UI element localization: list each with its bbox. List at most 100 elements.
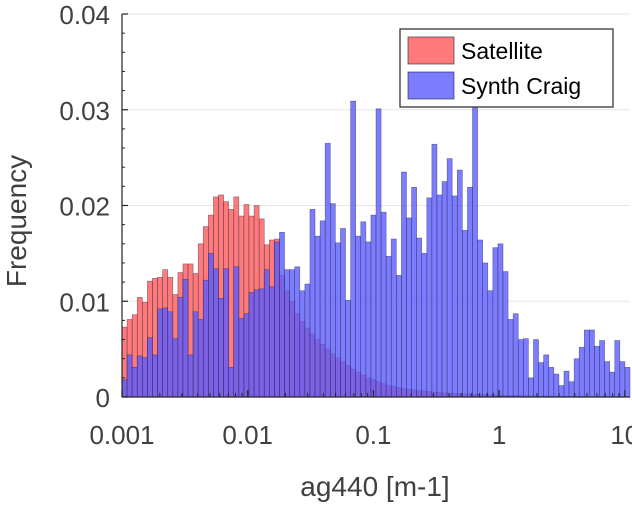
histogram-bar: [554, 374, 559, 397]
histogram-bar: [198, 319, 203, 397]
histogram-bar: [508, 319, 513, 397]
histogram-bar: [503, 272, 508, 397]
y-tick-label: 0.02: [59, 192, 110, 222]
histogram-bar: [158, 309, 163, 397]
histogram-bar: [406, 218, 411, 397]
histogram-bar: [193, 312, 198, 397]
histogram-bar: [310, 209, 315, 397]
histogram-bar: [264, 270, 269, 397]
histogram-bar: [168, 312, 173, 397]
histogram-bar: [152, 355, 157, 397]
histogram-bar: [274, 242, 279, 397]
histogram-bar: [467, 187, 472, 397]
histogram-bar: [346, 300, 351, 397]
histogram-bar: [417, 238, 422, 397]
histogram-bar: [427, 198, 432, 397]
histogram-bar: [208, 253, 213, 397]
y-tick-label: 0: [96, 383, 110, 413]
x-tick-label: 0.001: [89, 420, 154, 450]
y-tick-label: 0.04: [59, 0, 110, 30]
histogram-bar: [132, 367, 137, 397]
x-axis-label: ag440 [m-1]: [300, 471, 449, 502]
histogram-bar: [371, 215, 376, 397]
x-tick-label: 0.01: [222, 420, 273, 450]
histogram-bar: [564, 371, 569, 397]
histogram-bar: [615, 341, 620, 397]
histogram-bar: [589, 330, 594, 397]
histogram-bar: [335, 243, 340, 397]
histogram-bar: [340, 228, 345, 397]
histogram-bar: [254, 290, 259, 397]
histogram-bar: [386, 256, 391, 397]
histogram-bar: [290, 270, 295, 397]
histogram-bar: [473, 105, 478, 397]
histogram-bar: [452, 196, 457, 397]
histogram-bar: [574, 359, 579, 397]
histogram-bar: [224, 269, 229, 397]
histogram-bar: [523, 339, 528, 397]
histogram-bar: [300, 291, 305, 397]
histogram-bar: [513, 314, 518, 397]
histogram-bar: [366, 242, 371, 397]
x-tick-label: 1: [492, 420, 506, 450]
histogram-bar: [351, 101, 356, 397]
histogram-bar: [396, 275, 401, 397]
histogram-bar: [147, 338, 152, 397]
histogram-bar: [127, 355, 132, 397]
histogram-bar: [315, 236, 320, 397]
histogram-bar: [625, 367, 630, 397]
histogram-bar: [539, 363, 544, 397]
histogram-bar: [183, 279, 188, 397]
histogram-bar: [422, 253, 427, 397]
histogram-bar: [356, 236, 361, 397]
legend-swatch: [408, 72, 454, 99]
histogram-bar: [478, 240, 483, 397]
histogram-bar: [239, 318, 244, 397]
histogram-bar: [285, 270, 290, 397]
histogram-bar: [330, 204, 335, 397]
histogram-bar: [173, 339, 178, 397]
histogram-bar: [178, 297, 183, 397]
histogram-bar: [269, 287, 274, 397]
histogram-bar: [569, 382, 574, 397]
histogram-bar: [579, 347, 584, 397]
histogram-bar: [442, 182, 447, 397]
histogram-bar: [234, 267, 239, 397]
histogram-bar: [518, 340, 523, 397]
histogram-bar: [295, 267, 300, 397]
histogram-bar: [122, 380, 127, 397]
histogram-bar: [447, 159, 452, 397]
histogram-bar: [528, 378, 533, 397]
histogram-bar: [391, 239, 396, 397]
histogram-bar: [244, 314, 249, 397]
histogram-bar: [163, 308, 168, 397]
histogram-bar: [279, 232, 284, 397]
y-tick-label: 0.03: [59, 96, 110, 126]
bars-layer: [122, 101, 630, 397]
x-tick-label: 0.1: [355, 420, 391, 450]
histogram-bar: [462, 230, 467, 397]
histogram-bar: [213, 269, 218, 397]
histogram-bar: [401, 172, 406, 397]
histogram-bar: [361, 222, 366, 397]
histogram-bar: [305, 284, 310, 397]
histogram-bar: [325, 143, 330, 397]
histogram-bar: [381, 212, 386, 397]
legend-label: Satellite: [461, 38, 543, 64]
histogram-bar: [320, 221, 325, 397]
y-axis-label: Frequency: [1, 155, 32, 287]
histogram-bar: [559, 386, 564, 397]
histogram-bar: [203, 280, 208, 397]
histogram-bar: [376, 109, 381, 397]
histogram-bar: [432, 144, 437, 397]
histogram-bar: [488, 291, 493, 397]
histogram-bar: [249, 293, 254, 397]
histogram-bar: [594, 346, 599, 397]
histogram-bar: [493, 248, 498, 397]
histogram-bar: [259, 289, 264, 397]
histogram-bar: [437, 195, 442, 397]
histogram-bar: [620, 362, 625, 397]
histogram-bar: [457, 170, 462, 397]
